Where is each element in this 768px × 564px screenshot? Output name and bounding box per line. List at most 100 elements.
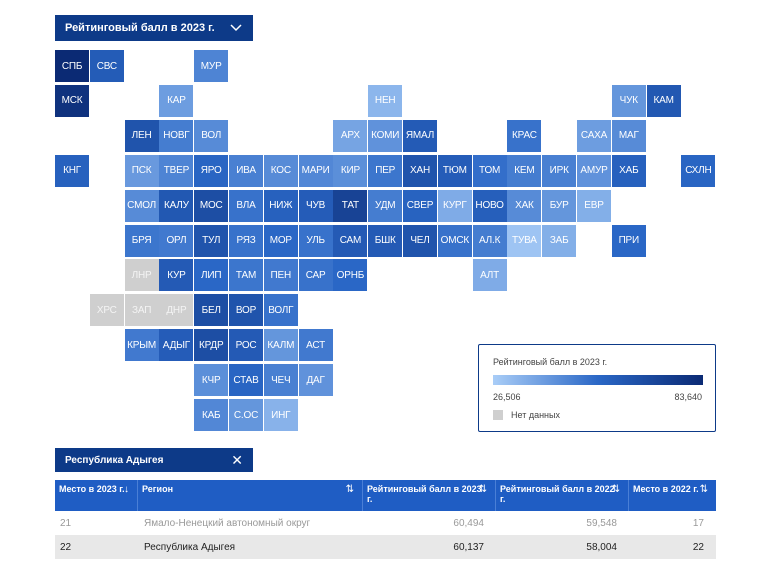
region-tile-25[interactable]: ПЕР [368,154,403,187]
header-rank-2022[interactable]: Место в 2022 г. ⇅ [629,480,716,511]
region-tile-48[interactable]: БРЯ [124,224,159,257]
table-row[interactable]: 21 Ямало-Ненецкий автономный округ 60,49… [55,511,716,535]
region-tile-83[interactable]: СТАВ [229,364,263,397]
region-tile-6[interactable]: ЧУК [611,84,646,117]
region-tile-60[interactable]: ЗАБ [542,224,577,257]
region-tile-35[interactable]: КАЛУ [159,189,194,222]
region-tile-80[interactable]: КАЛМ [263,329,298,362]
metric-selector[interactable]: Рейтинговый балл в 2023 г. [55,15,253,41]
region-tile-55[interactable]: БШК [368,224,403,257]
region-tile-74[interactable]: ВОР [229,294,263,327]
region-tile-54[interactable]: САМ [333,224,368,257]
region-tile-41[interactable]: УДМ [368,189,403,222]
region-tile-38[interactable]: НИЖ [263,189,298,222]
region-tile-22[interactable]: КОС [263,154,298,187]
region-tile-85[interactable]: ДАГ [298,364,333,397]
sort-icon[interactable]: ⇅ [611,484,620,495]
region-tile-14[interactable]: КРАС [507,119,542,152]
region-tile-16[interactable]: МАГ [611,119,646,152]
sort-desc-icon[interactable]: ↓ [124,484,129,495]
region-tile-18[interactable]: ПСК [124,154,159,187]
region-tile-72[interactable]: ДНР [159,294,194,327]
region-tile-82[interactable]: КЧР [194,364,229,397]
sort-icon[interactable]: ⇅ [345,484,354,495]
region-tile-20[interactable]: ЯРО [194,154,229,187]
region-tile-40[interactable]: ТАТ [333,189,368,222]
region-tile-19[interactable]: ТВЕР [159,154,194,187]
region-tile-44[interactable]: НОВО [472,189,507,222]
region-tile-49[interactable]: ОРЛ [159,224,194,257]
region-tile-37[interactable]: ВЛА [229,189,263,222]
region-tile-50[interactable]: ТУЛ [194,224,229,257]
region-tile-67[interactable]: САР [298,259,333,292]
region-tile-9[interactable]: НОВГ [159,119,194,152]
region-tile-4[interactable]: КАР [159,84,194,117]
region-tile-73[interactable]: БЕЛ [194,294,229,327]
region-tile-66[interactable]: ПЕН [263,259,298,292]
region-tile-26[interactable]: ХАН [403,154,437,187]
region-tile-2[interactable]: МУР [194,50,229,82]
region-tile-69[interactable]: АЛТ [472,259,507,292]
region-tile-23[interactable]: МАРИ [298,154,333,187]
region-tile-64[interactable]: ЛИП [194,259,229,292]
region-tile-39[interactable]: ЧУВ [298,189,333,222]
region-tile-87[interactable]: С.ОС [229,399,263,431]
region-tile-53[interactable]: УЛЬ [298,224,333,257]
region-tile-52[interactable]: МОР [263,224,298,257]
region-tile-43[interactable]: КУРГ [437,189,472,222]
region-tile-71[interactable]: ЗАП [124,294,159,327]
region-tile-63[interactable]: КУР [159,259,194,292]
region-tile-10[interactable]: ВОЛ [194,119,229,152]
header-region[interactable]: Регион ⇅ [138,480,363,511]
region-tile-11[interactable]: АРХ [333,119,368,152]
region-tile-27[interactable]: ТЮМ [437,154,472,187]
region-tile-61[interactable]: ПРИ [611,224,646,257]
region-tile-86[interactable]: КАБ [194,399,229,431]
region-tile-78[interactable]: КРДР [194,329,229,362]
chevron-down-icon[interactable] [229,21,243,35]
region-tile-5[interactable]: НЕН [368,84,403,117]
sort-icon[interactable]: ⇅ [699,484,708,495]
region-tile-31[interactable]: АМУР [577,154,611,187]
region-tile-15[interactable]: САХА [577,119,611,152]
region-tile-1[interactable]: СВС [89,50,124,82]
region-tile-76[interactable]: КРЫМ [124,329,159,362]
region-tile-70[interactable]: ХРС [89,294,124,327]
region-tile-58[interactable]: АЛ.К [472,224,507,257]
region-tile-46[interactable]: БУР [542,189,577,222]
region-tile-75[interactable]: ВОЛГ [263,294,298,327]
region-tile-8[interactable]: ЛЕН [124,119,159,152]
region-tile-34[interactable]: СМОЛ [124,189,159,222]
region-tile-32[interactable]: ХАБ [611,154,646,187]
region-tile-12[interactable]: КОМИ [368,119,403,152]
region-tile-79[interactable]: РОС [229,329,263,362]
region-tile-51[interactable]: РЯЗ [229,224,263,257]
region-tile-42[interactable]: СВЕР [403,189,437,222]
close-icon[interactable]: ✕ [231,452,243,468]
header-rank-2023[interactable]: Место в 2023 г. ↓ [55,480,138,511]
sort-icon[interactable]: ⇅ [478,484,487,495]
region-tile-59[interactable]: ТУВА [507,224,542,257]
region-tile-0[interactable]: СПБ [55,50,89,82]
region-tile-24[interactable]: КИР [333,154,368,187]
region-tile-65[interactable]: ТАМ [229,259,263,292]
region-tile-7[interactable]: КАМ [646,84,681,117]
table-row-selected[interactable]: 22 Республика Адыгея 60,137 58,004 22 [55,535,716,559]
region-tile-81[interactable]: АСТ [298,329,333,362]
region-tile-17[interactable]: КНГ [55,154,89,187]
region-tile-3[interactable]: МСК [55,84,89,117]
region-tile-30[interactable]: ИРК [542,154,577,187]
region-tile-45[interactable]: ХАК [507,189,542,222]
region-tile-57[interactable]: ОМСК [437,224,472,257]
region-tile-62[interactable]: ЛНР [124,259,159,292]
region-tile-68[interactable]: ОРНБ [333,259,368,292]
region-tile-21[interactable]: ИВА [229,154,263,187]
region-tile-13[interactable]: ЯМАЛ [403,119,437,152]
region-tile-84[interactable]: ЧЕЧ [263,364,298,397]
region-tile-88[interactable]: ИНГ [263,399,298,431]
region-tile-47[interactable]: ЕВР [577,189,611,222]
region-tile-77[interactable]: АДЫГ [159,329,194,362]
region-tile-56[interactable]: ЧЕЛ [403,224,437,257]
region-tile-29[interactable]: КЕМ [507,154,542,187]
region-tile-28[interactable]: ТОМ [472,154,507,187]
